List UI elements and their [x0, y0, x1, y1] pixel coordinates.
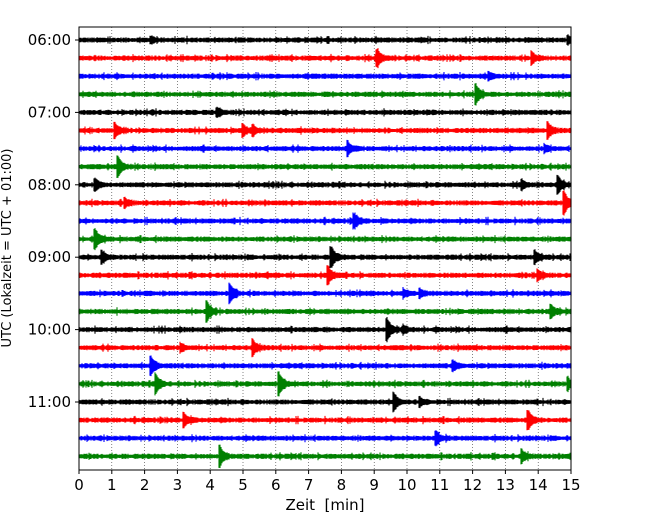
x-tick-label: 7 [304, 476, 314, 494]
y-tick-label: 06:00 [28, 31, 71, 49]
x-tick-label: 15 [561, 476, 580, 494]
x-tick-label: 13 [496, 476, 515, 494]
y-tick-label: 09:00 [28, 248, 71, 266]
grid-lines [111, 27, 539, 470]
x-tick-label: 12 [463, 476, 482, 494]
x-axis-label: Zeit [min] [285, 496, 364, 514]
y-axis-label: UTC (Lokalzeit = UTC + 01:00) [0, 149, 15, 348]
x-tick-label: 5 [238, 476, 248, 494]
x-tick-label: 1 [107, 476, 117, 494]
x-tick-label: 14 [529, 476, 548, 494]
x-axis-ticks: 0 1 2 3 4 5 6 7 8 9 10 11 12 13 14 15 [74, 470, 581, 494]
x-tick-label: 3 [173, 476, 183, 494]
x-tick-label: 9 [369, 476, 379, 494]
seismogram-traces [78, 34, 572, 468]
x-tick-label: 6 [271, 476, 281, 494]
x-tick-label: 2 [140, 476, 150, 494]
y-tick-label: 10:00 [28, 321, 71, 339]
plot-frame [78, 26, 572, 471]
x-tick-label: 8 [337, 476, 347, 494]
y-tick-label: 08:00 [28, 176, 71, 194]
x-tick-label: 11 [430, 476, 449, 494]
x-tick-label: 10 [397, 476, 416, 494]
y-tick-label: 07:00 [28, 103, 71, 121]
x-tick-label: 0 [74, 476, 84, 494]
x-tick-label: 4 [205, 476, 215, 494]
y-tick-label: 11:00 [28, 393, 71, 411]
y-axis-ticks: 06:00 07:00 08:00 09:00 10:00 11:00 [28, 31, 79, 411]
